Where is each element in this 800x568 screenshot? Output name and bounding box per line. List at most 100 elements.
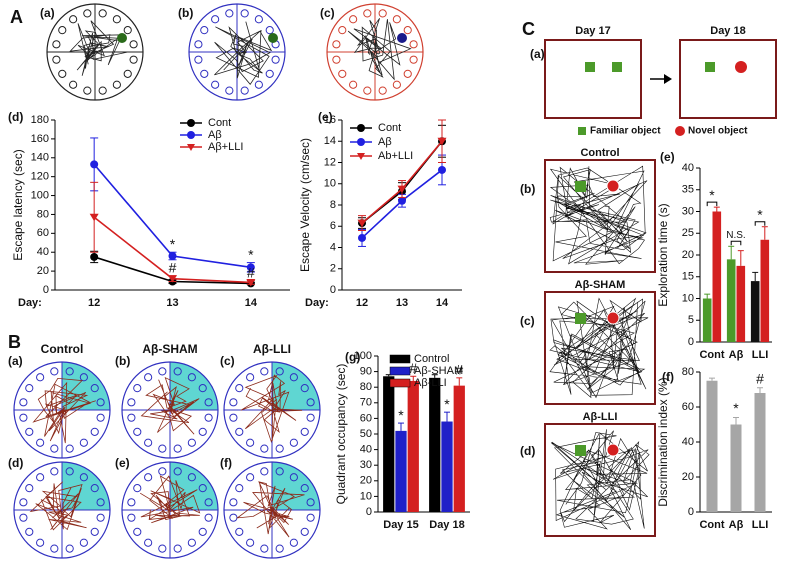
- platform-hole: [90, 427, 99, 436]
- platform-hole: [260, 444, 269, 453]
- platform-hole: [173, 544, 182, 553]
- platform-hole: [173, 444, 182, 453]
- familiar-object: [575, 445, 586, 456]
- platform-hole: [90, 527, 99, 536]
- platform-hole: [229, 498, 238, 507]
- y-tick-label: 16: [324, 114, 336, 126]
- platform-hole: [194, 40, 203, 49]
- novel-object: [606, 443, 620, 457]
- legend-swatch: [578, 127, 586, 135]
- platform-hole: [187, 438, 196, 447]
- y-tick-label: 5: [688, 314, 694, 326]
- annotation: #: [169, 260, 177, 276]
- platform-hole: [79, 473, 88, 482]
- panel-label: B: [8, 332, 21, 352]
- platform-hole: [123, 69, 132, 78]
- x-tick-label: 14: [245, 297, 258, 309]
- platform-hole: [96, 513, 105, 522]
- platform-hole: [198, 384, 207, 393]
- novel-object: [606, 179, 620, 193]
- legend-label: Familiar object: [590, 126, 661, 137]
- bracket: [730, 240, 742, 246]
- platform-hole: [144, 373, 153, 382]
- bar: [712, 211, 722, 342]
- platform-hole: [300, 527, 309, 536]
- y-tick-label: 20: [682, 471, 694, 483]
- bar: [453, 385, 465, 512]
- platform-hole: [275, 467, 284, 476]
- platform-hole: [392, 15, 401, 24]
- platform-hole: [65, 467, 74, 476]
- novel-object: [606, 311, 620, 325]
- platform-hole: [229, 398, 238, 407]
- platform-hole: [52, 40, 61, 49]
- swim-path: [347, 18, 412, 81]
- platform-hole: [204, 413, 213, 422]
- swim-path: [140, 376, 200, 435]
- familiar-object: [575, 313, 586, 324]
- bar: [702, 298, 712, 342]
- swim-path: [240, 374, 303, 443]
- y-tick-label: 40: [682, 436, 694, 448]
- y-tick-label: 10: [324, 178, 336, 190]
- panel-label: A: [10, 7, 23, 27]
- platform-hole: [173, 467, 182, 476]
- bracket: [754, 221, 766, 226]
- novel-object: [735, 61, 747, 73]
- platform: [117, 33, 127, 43]
- y-axis-label: Escape latency (sec): [11, 149, 25, 260]
- platform-hole: [19, 513, 28, 522]
- platform-hole: [96, 398, 105, 407]
- platform-hole: [198, 427, 207, 436]
- x-tick-label: 13: [396, 297, 408, 309]
- platform-hole: [133, 484, 142, 493]
- platform-hole: [275, 444, 284, 453]
- arena-title: Control: [580, 147, 619, 159]
- platform-hole: [289, 373, 298, 382]
- marker: [357, 219, 367, 228]
- swim-path: [32, 377, 96, 444]
- platform-hole: [79, 538, 88, 547]
- y-tick-label: 40: [37, 246, 49, 258]
- arena-title: Aβ-LLI: [583, 411, 618, 423]
- platform-hole: [260, 544, 269, 553]
- platform-hole: [403, 69, 412, 78]
- platform-hole: [69, 80, 78, 89]
- platform-hole: [158, 467, 167, 476]
- familiar-object: [705, 62, 715, 72]
- marker: [246, 278, 256, 287]
- panel-label: (d): [8, 110, 23, 124]
- tracking-arena: [544, 159, 656, 273]
- platform-hole: [36, 373, 45, 382]
- platform-hole: [392, 80, 401, 89]
- legend-swatch: [389, 366, 411, 376]
- marker: [437, 137, 447, 146]
- y-tick-label: 140: [31, 152, 49, 164]
- annotation: #: [409, 360, 417, 376]
- y-tick-label: 0: [330, 284, 336, 296]
- platform-hole: [275, 544, 284, 553]
- y-tick-label: 10: [682, 292, 694, 304]
- platform-hole: [90, 384, 99, 393]
- platform-hole: [289, 538, 298, 547]
- bar: [429, 377, 441, 512]
- marker: [89, 213, 99, 222]
- swim-path: [139, 475, 201, 524]
- platform-hole: [254, 15, 263, 24]
- platform-hole: [133, 427, 142, 436]
- annotation: *: [757, 206, 763, 222]
- swim-path: [69, 20, 129, 76]
- platform-hole: [144, 438, 153, 447]
- legend-marker: [357, 124, 365, 132]
- platform-hole: [332, 40, 341, 49]
- platform-hole: [349, 15, 358, 24]
- panel-label: (e): [660, 150, 675, 164]
- platform-hole: [69, 15, 78, 24]
- platform-hole: [275, 367, 284, 376]
- maze-title: Aβ-SHAM: [142, 342, 197, 356]
- platform-hole: [19, 398, 28, 407]
- platform-hole: [58, 69, 67, 78]
- platform-hole: [204, 513, 213, 522]
- platform-hole: [90, 484, 99, 493]
